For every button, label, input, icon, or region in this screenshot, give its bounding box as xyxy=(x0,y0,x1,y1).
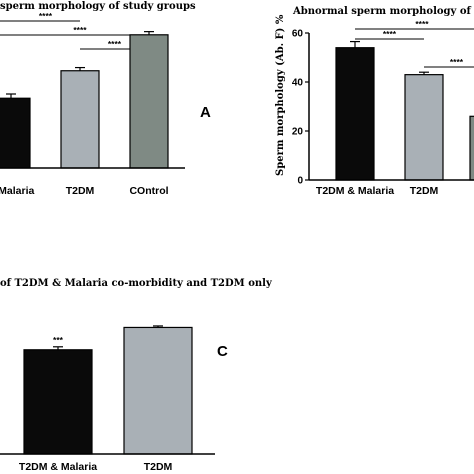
bar-c-1 xyxy=(123,326,193,455)
panel-a: sperm morphology of study groups A *****… xyxy=(0,1,211,197)
category-label-c-1: T2DM xyxy=(144,461,173,473)
y-tick-label-b-1: 20 xyxy=(292,127,304,138)
bar-c-0 xyxy=(23,349,93,455)
significance-label-c-0: *** xyxy=(53,335,64,345)
significance-label-a-1: **** xyxy=(108,39,122,49)
panel-b-significance: **** **** **** xyxy=(355,19,474,68)
panel-a-significance: **** **** **** xyxy=(0,11,149,50)
panel-c-bars xyxy=(23,325,193,455)
panel-b-title: Abnormal sperm morphology of xyxy=(292,6,471,17)
panel-a-bars xyxy=(0,31,169,169)
panel-c-label: C xyxy=(217,343,228,360)
panel-c-title: of T2DM & Malaria co-morbidity and T2DM … xyxy=(0,278,273,289)
bar-b-1 xyxy=(404,74,444,181)
panel-c-significance: *** xyxy=(53,335,64,345)
category-label-a-2: COntrol xyxy=(129,185,168,197)
significance-label-a-0: **** xyxy=(73,25,87,35)
y-tick-label-b-3: 60 xyxy=(292,29,304,40)
bar-b-2 xyxy=(469,115,474,181)
panel-b: Abnormal sperm morphology of Sperm morph… xyxy=(275,6,474,197)
panel-a-title: sperm morphology of study groups xyxy=(0,1,196,12)
category-label-b-0: T2DM & Malaria xyxy=(316,185,394,197)
category-label-b-1: T2DM xyxy=(410,185,439,197)
y-tick-label-b-0: 0 xyxy=(297,176,303,187)
panel-a-label: A xyxy=(200,104,211,121)
y-tick-label-b-2: 40 xyxy=(292,78,304,89)
category-label-a-1: T2DM xyxy=(66,185,95,197)
bar-a-1 xyxy=(60,70,100,169)
panel-b-categories: T2DM & Malaria T2DM xyxy=(316,185,439,197)
significance-label-a-2: **** xyxy=(39,11,53,21)
significance-label-b-2: **** xyxy=(450,57,464,67)
panel-b-y-ticks: 0 20 40 60 xyxy=(292,29,309,187)
panel-c: of T2DM & Malaria co-morbidity and T2DM … xyxy=(0,278,273,473)
bar-a-2 xyxy=(129,34,169,169)
panel-b-y-axis-label: Sperm morphology (Ab. F) % xyxy=(275,14,286,176)
panel-c-categories: T2DM & Malaria T2DM xyxy=(19,461,173,473)
bar-b-0 xyxy=(335,47,375,181)
panel-a-categories: & Malaria T2DM COntrol xyxy=(0,185,169,197)
significance-label-b-0: **** xyxy=(415,19,429,29)
bar-a-0 xyxy=(0,97,31,169)
category-label-a-0: & Malaria xyxy=(0,185,35,197)
category-label-c-0: T2DM & Malaria xyxy=(19,461,97,473)
significance-label-b-1: **** xyxy=(383,29,397,39)
